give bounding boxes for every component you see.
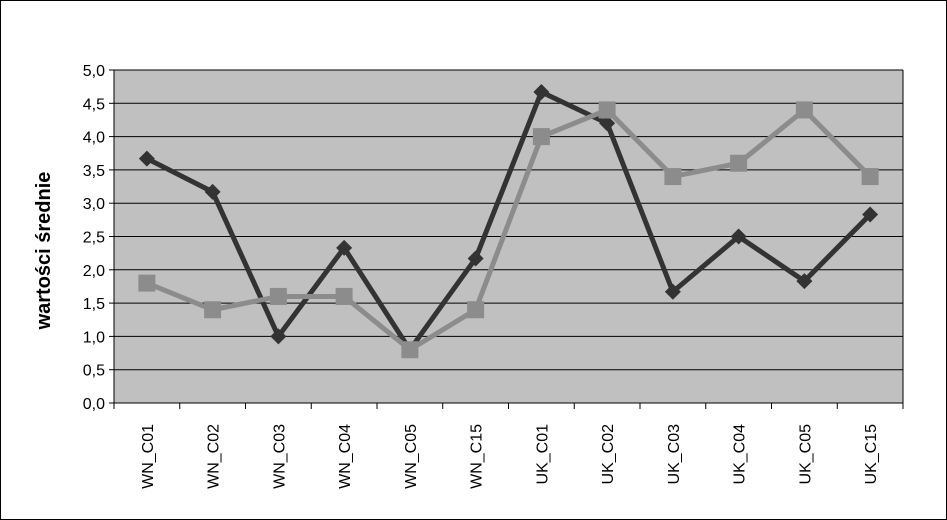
diamond-point (270, 328, 287, 345)
square-point (861, 168, 879, 186)
series-line (145, 106, 872, 353)
x-tick-label: WN_C03 (271, 424, 288, 489)
x-tick-labels: WN_C01 WN_C02 WN_C03 WN_C04 WN_C05 WN_C15 UK_C… (140, 424, 880, 489)
diamond-point (138, 150, 155, 167)
y-tick-label: 3,0 (83, 196, 105, 213)
x-tick-label: WN_C01 (140, 424, 157, 489)
grid-lines (114, 69, 903, 404)
square-point (467, 301, 485, 319)
square-point (730, 154, 748, 172)
y-tick-label: 0,0 (83, 396, 105, 413)
y-tick-label: 0,5 (83, 363, 105, 380)
square-point (598, 101, 616, 119)
diamond-point (336, 239, 353, 256)
x-tick-label: WN_C04 (337, 424, 354, 489)
series-line (145, 88, 872, 355)
x-tick-label: UK_C05 (797, 424, 814, 485)
y-tick-label: 3,5 (83, 163, 105, 180)
diamond-point (796, 273, 813, 290)
square-point (335, 287, 353, 305)
square-point (664, 168, 682, 186)
square-point (138, 274, 156, 292)
square-point (401, 341, 419, 359)
x-tick-label: UK_C04 (732, 424, 749, 485)
x-tick-label: UK_C01 (534, 424, 551, 485)
diamond-point (599, 115, 616, 132)
series-1 (138, 83, 879, 358)
diamond-point (204, 183, 221, 200)
x-tick-label: UK_C02 (600, 424, 617, 485)
y-tick-label: 1,5 (83, 296, 105, 313)
diamond-point (467, 250, 484, 267)
square-point (269, 287, 287, 305)
y-tick-label: 1,0 (83, 329, 105, 346)
x-tick-label: WN_C05 (403, 424, 420, 489)
y-tick-label: 5,0 (83, 63, 105, 80)
axes (109, 69, 904, 409)
x-tick-label: UK_C03 (666, 424, 683, 485)
x-tick-label: UK_C15 (863, 424, 880, 485)
series (138, 83, 879, 359)
diamond-point (664, 283, 681, 300)
square-point (795, 101, 813, 119)
diamond-point (862, 206, 879, 223)
diamond-point (730, 228, 747, 245)
x-tick-label: WN_C02 (206, 424, 223, 489)
square-point (532, 128, 550, 146)
series-2 (138, 101, 879, 359)
y-tick-label: 2,5 (83, 230, 105, 247)
y-tick-label: 4,0 (83, 130, 105, 147)
x-tick-label: WN_C15 (469, 424, 486, 489)
diamond-point (533, 83, 550, 100)
y-tick-label: 2,0 (83, 263, 105, 280)
y-axis-label: wartości średnie (33, 172, 55, 331)
y-tick-label: 4,5 (83, 96, 105, 113)
square-point (204, 301, 222, 319)
y-tick-labels: 0,0 0,5 1,0 1,5 2,0 2,5 3,0 3,5 4,0 4,5 5,0 (83, 63, 105, 413)
